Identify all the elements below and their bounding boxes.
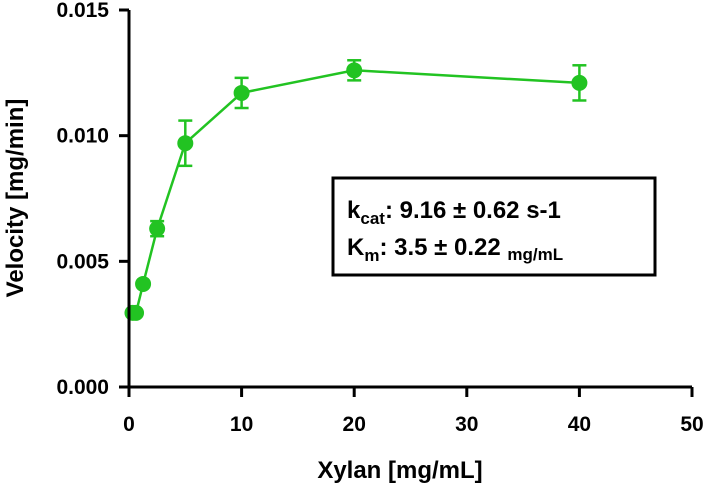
data-point <box>177 135 194 152</box>
data-point <box>571 74 588 91</box>
x-tick-label: 0 <box>123 413 135 436</box>
data-point <box>149 220 166 237</box>
km-symbol: K <box>347 234 365 261</box>
y-tick-label: 0.015 <box>56 0 109 22</box>
x-tick-label: 10 <box>230 413 253 436</box>
km-annotation: Km: 3.5 ± 0.22 mg/mL <box>347 234 563 265</box>
data-point <box>128 304 145 321</box>
data-point <box>233 84 250 101</box>
annotation-border <box>331 176 657 277</box>
y-axis-title: Velocity [mg/min] <box>2 99 29 298</box>
x-tick-label: 30 <box>455 413 478 436</box>
km-subscript: m <box>364 246 379 265</box>
kcat-annotation: kcat: 9.16 ± 0.62 s-1 <box>347 197 561 228</box>
km-value: : 3.5 ± 0.22 <box>379 234 507 261</box>
x-tick-label: 50 <box>680 413 703 436</box>
kcat-value: : 9.16 ± 0.62 s-1 <box>385 197 561 224</box>
kinetics-annotation-box: kcat: 9.16 ± 0.62 s-1 Km: 3.5 ± 0.22 mg/… <box>331 176 657 277</box>
data-point <box>135 275 152 292</box>
y-tick-label: 0.005 <box>56 250 109 273</box>
axis-ticks: 0 10 20 30 40 50 0.000 0.005 0.010 0.015 <box>56 0 703 436</box>
kcat-subscript: cat <box>360 209 385 228</box>
kcat-symbol: k <box>347 197 361 224</box>
x-axis-title: Xylan [mg/mL] <box>317 457 482 484</box>
y-tick-label: 0.000 <box>56 376 109 399</box>
x-tick-label: 20 <box>343 413 366 436</box>
x-tick-label: 40 <box>568 413 591 436</box>
data-point <box>346 62 363 79</box>
km-unit: mg/mL <box>507 245 563 264</box>
y-tick-label: 0.010 <box>56 125 109 148</box>
axes <box>127 10 692 389</box>
